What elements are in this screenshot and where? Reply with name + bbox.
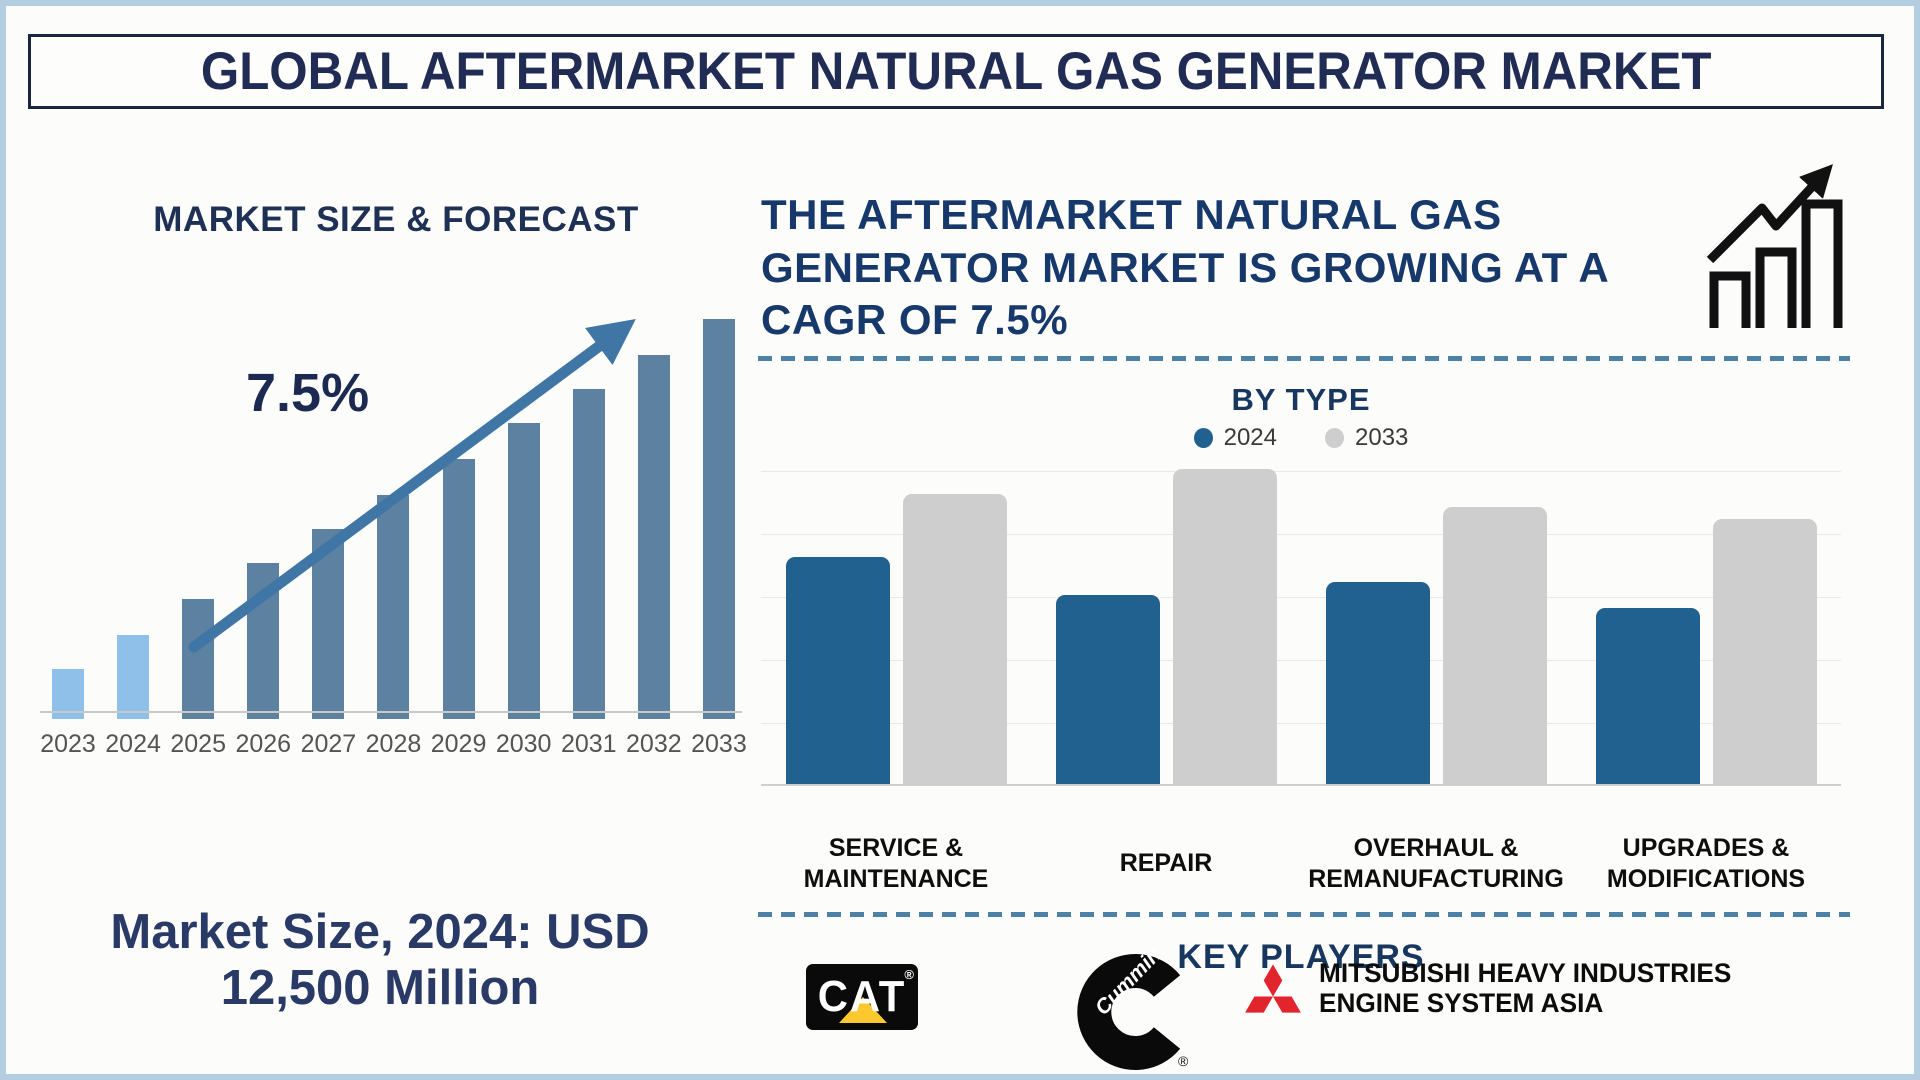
- forecast-bar-2028: [377, 495, 410, 719]
- forecast-bar-2032: [637, 355, 670, 719]
- forecast-bar-group-2023: 2023: [40, 311, 96, 759]
- cagr-headline: THE AFTERMARKET NATURAL GAS GENERATOR MA…: [761, 191, 1610, 343]
- bar-group-overhaul-remanufacturing: [1301, 471, 1571, 784]
- bar-chart-growth-icon: [1706, 164, 1843, 328]
- forecast-year-label: 2029: [430, 730, 487, 758]
- legend-label-2024: 2024: [1223, 424, 1277, 451]
- category-label-service-maintenance: SERVICE & MAINTENANCE: [803, 833, 989, 893]
- bar-2033-overhaul-remanufacturing: [1442, 507, 1547, 784]
- chart-legend: 2024 2033: [761, 424, 1841, 452]
- title-banner: GLOBAL AFTERMARKET NATURAL GAS GENERATOR…: [28, 34, 1884, 109]
- legend-label-2033: 2033: [1355, 424, 1409, 451]
- caterpillar-registered-mark: ®: [904, 967, 914, 982]
- forecast-bar-group-2029: 2029: [431, 311, 486, 759]
- forecast-year-label: 2028: [365, 730, 422, 758]
- forecast-bar-group-2025: 2025: [170, 311, 226, 759]
- bar-2033-service-maintenance: [902, 494, 1007, 784]
- forecast-year-label: 2027: [300, 730, 357, 758]
- forecast-year-label: 2023: [40, 730, 96, 758]
- forecast-bar-group-2030: 2030: [496, 311, 551, 759]
- page-title: GLOBAL AFTERMARKET NATURAL GAS GENERATOR…: [200, 42, 1712, 101]
- forecast-bar-group-2032: 2032: [626, 311, 682, 759]
- bar-2024-repair: [1055, 595, 1160, 784]
- bar-2033-repair: [1172, 469, 1277, 784]
- forecast-bar-2031: [572, 389, 605, 719]
- market-size-heading: MARKET SIZE & FORECAST: [153, 200, 639, 239]
- forecast-bar-2024: [117, 635, 150, 719]
- bar-2033-upgrades-modifications: [1712, 519, 1817, 784]
- bar-group-repair: [1031, 469, 1301, 784]
- legend-dot-2033: [1325, 428, 1344, 448]
- forecast-year-label: 2033: [691, 730, 747, 758]
- category-label-upgrades-modifications: UPGRADES & MODIFICATIONS: [1606, 833, 1806, 893]
- dashed-divider-bottom: [758, 912, 1850, 917]
- forecast-bar-2023: [52, 669, 84, 719]
- category-label-overhaul-remanufacturing: OVERHAUL & REMANUFACTURING: [1308, 833, 1564, 893]
- market-size-caption: Market Size, 2024: USD 12,500 Million: [110, 905, 650, 1016]
- dashed-divider-top: [758, 356, 1850, 361]
- by-type-chart: [761, 469, 1841, 786]
- forecast-chart: 2023 2024 2025 2026 2027 2028 2029 2030 2031 2032…: [40, 311, 747, 759]
- forecast-bar-2033: [702, 319, 735, 719]
- mitsubishi-logo: MITSUBISHI HEAVY INDUSTRIES ENGINE SYSTE…: [1242, 958, 1744, 1019]
- category-label-repair: REPAIR: [1119, 849, 1213, 878]
- forecast-year-label: 2026: [235, 730, 292, 758]
- forecast-year-label: 2031: [560, 730, 617, 758]
- cummins-logo: Cummins ®: [1077, 950, 1189, 1070]
- bar-group-upgrades-modifications: [1571, 471, 1841, 784]
- forecast-bar-group-2031: 2031: [561, 311, 617, 759]
- forecast-year-label: 2024: [105, 730, 161, 758]
- forecast-year-label: 2025: [170, 730, 226, 758]
- caterpillar-logo: CAT ®: [806, 964, 918, 1030]
- forecast-axis-line: [40, 711, 742, 713]
- legend-dot-2024: [1193, 428, 1213, 448]
- forecast-year-label: 2030: [495, 730, 552, 758]
- forecast-bar-2030: [507, 423, 540, 719]
- bar-2024-overhaul-remanufacturing: [1325, 582, 1430, 784]
- cagr-value-label: 7.5%: [246, 363, 370, 423]
- legend-item-2024: 2024: [1193, 424, 1277, 452]
- bar-group-service-maintenance: [761, 471, 1031, 784]
- by-type-category-labels: SERVICE & MAINTENANCE REPAIR OVERHAUL & RE…: [761, 814, 1841, 914]
- forecast-bar-2025: [182, 599, 215, 719]
- cummins-registered-mark: ®: [1178, 1053, 1189, 1069]
- forecast-bar-group-2028: 2028: [366, 311, 421, 759]
- bar-2024-service-maintenance: [785, 557, 890, 784]
- forecast-bar-group-2024: 2024: [105, 311, 161, 759]
- mitsubishi-logo-text: MITSUBISHI HEAVY INDUSTRIES ENGINE SYSTE…: [1319, 957, 1732, 1018]
- by-type-title: BY TYPE: [1231, 382, 1371, 417]
- forecast-bar-2029: [442, 459, 475, 719]
- bar-2024-upgrades-modifications: [1595, 608, 1700, 784]
- caterpillar-logo-text: CAT: [817, 972, 907, 1021]
- forecast-bar-group-2033: 2033: [691, 311, 747, 759]
- legend-item-2033: 2033: [1325, 424, 1408, 452]
- mitsubishi-three-diamond-icon: [1245, 964, 1301, 1013]
- key-players-title: KEY PLAYERS: [1177, 938, 1425, 976]
- growth-arrow-icon: [188, 318, 636, 653]
- forecast-year-label: 2032: [626, 730, 682, 758]
